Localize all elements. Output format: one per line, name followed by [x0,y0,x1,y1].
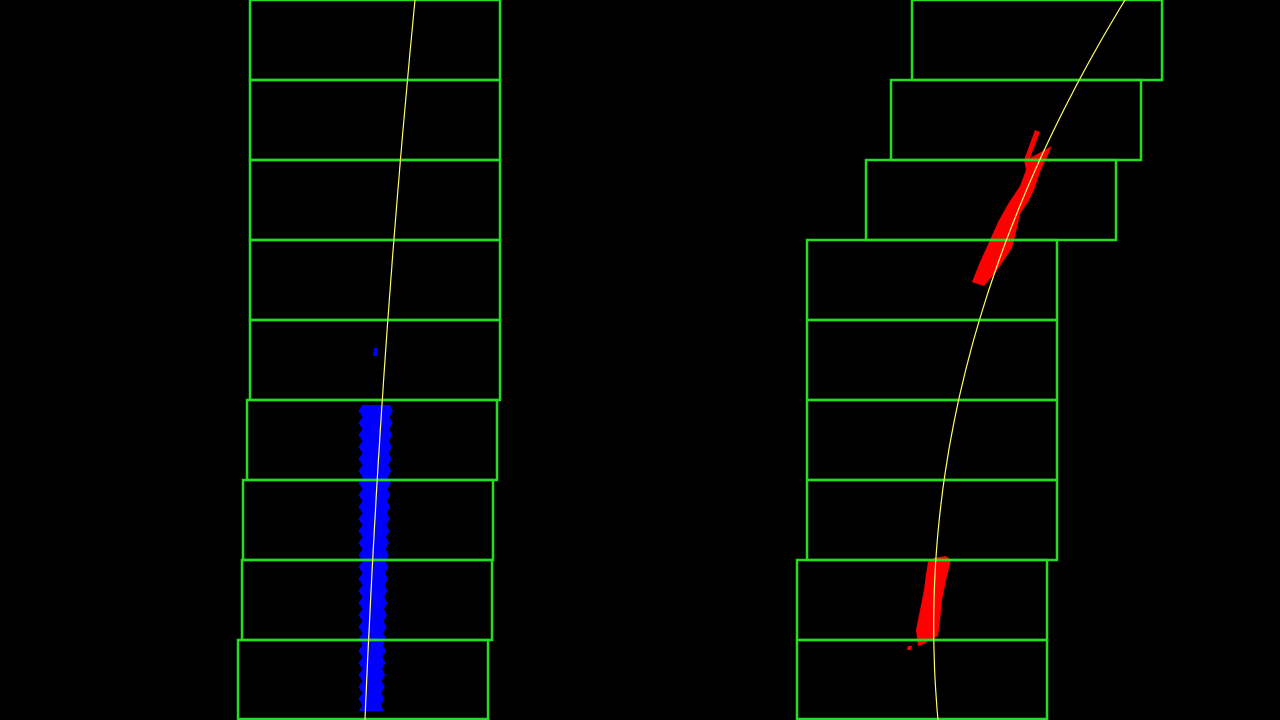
right-lane-pixel-upper [972,130,1052,286]
right-fit-curve [933,0,1126,720]
left-lane-pixel-speck [373,348,378,356]
right-lane-windows [795,0,1164,720]
lane-fit-lines [364,0,1126,720]
right-lane-pixel-speck [907,646,912,650]
left-fit-curve [364,0,416,720]
left-lane-windows [236,0,502,720]
right-window-9 [795,638,1049,720]
left-lane-pixels [358,348,393,711]
left-window-9 [236,638,490,720]
left-lane-pixel-band [358,405,393,711]
